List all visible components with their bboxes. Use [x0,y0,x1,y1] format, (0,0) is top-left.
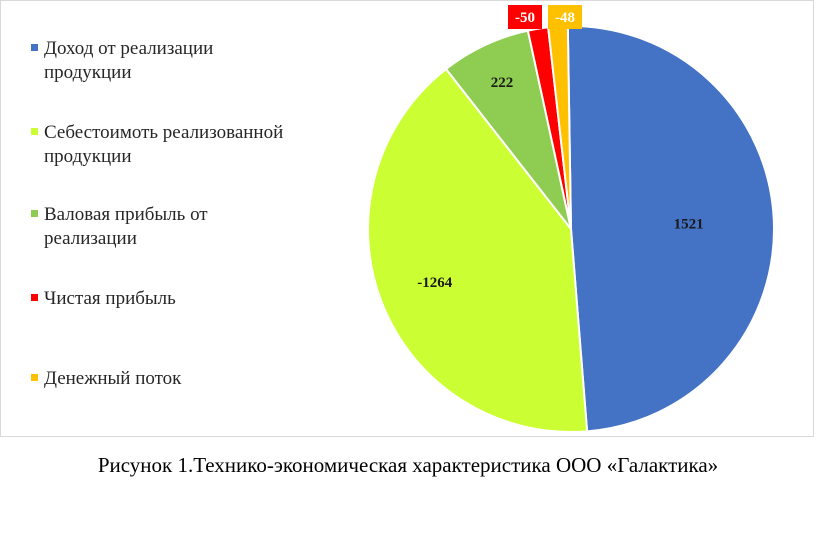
legend-swatch-1 [31,44,38,51]
legend-item-4: Чистая прибыль [31,287,324,311]
legend-label-5: Денежный поток [44,368,182,389]
legend-swatch-3 [31,210,38,217]
chart-area: 1521 -1264 222 -50 -48 Доход от реализации п… [0,0,814,437]
legend-swatch-4 [31,294,38,301]
data-label-background-5 [548,5,582,29]
data-label-box-5: -48 [548,5,582,29]
legend-swatch-2 [31,128,38,135]
legend-label-2: Себестоимоть реализованной продукции [44,122,284,167]
data-label-1: 1521 [674,216,704,232]
pie-chart: 1521 -1264 222 -50 -48 [367,5,775,433]
legend-swatch-5 [31,374,38,381]
legend-label-1: Доход от реализации продукции [44,38,214,83]
figure-caption: Рисунок 1.Технико-экономическая характер… [97,453,719,477]
legend-item-3: Валовая прибыль от реализации [31,203,324,251]
data-label-2: -1264 [417,275,452,291]
data-label-box-4: -50 [508,5,542,29]
legend-item-2: Себестоимоть реализованной продукции [31,121,324,169]
pie-slice-2 [367,67,589,433]
data-label-background-4 [508,5,542,29]
legend-label-3: Валовая прибыль от реализации [44,204,208,249]
legend-item-1: Доход от реализации продукции [31,37,324,85]
pie-slice-1 [566,25,775,433]
data-label-4: -50 [515,10,535,26]
data-label-5: -48 [555,10,575,26]
legend-label-4: Чистая прибыль [44,288,176,309]
legend-item-5: Денежный поток [31,367,324,391]
data-label-3: 222 [491,75,514,91]
